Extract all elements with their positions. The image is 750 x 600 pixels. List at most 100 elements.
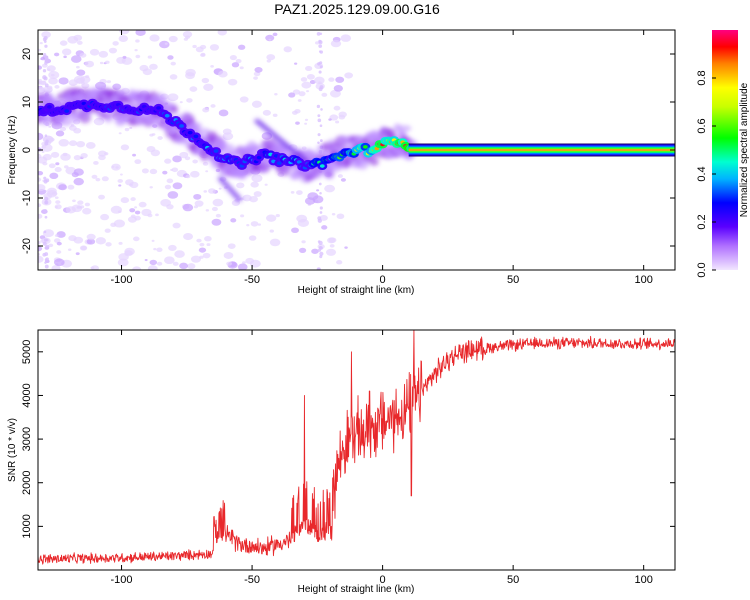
colorbar-ticks: 0.0 0.2 0.4 0.6 0.8 <box>696 70 716 278</box>
spectrogram-noise-dot <box>262 109 272 116</box>
snr-marks <box>38 330 675 565</box>
spectrogram-halo-blob <box>397 125 412 132</box>
spectrogram-streak-dot <box>317 141 320 144</box>
spectrogram-noise-dot <box>212 198 224 207</box>
spectrogram-noise-dot <box>130 197 136 201</box>
spectrogram-noise-dot <box>301 81 312 89</box>
spectrogram-noise-dot <box>53 238 61 243</box>
spectrogram-noise-dot <box>106 80 112 84</box>
spectrogram-noise-dot <box>185 174 191 179</box>
spectrogram-noise-dot <box>294 62 298 65</box>
snr-x-tick-label: -50 <box>244 574 260 586</box>
spectrogram-noise-dot <box>130 214 136 218</box>
spectrogram-noise-dot <box>51 265 61 270</box>
spectrogram-noise-dot <box>38 79 43 82</box>
spectrogram-noise-dot <box>187 263 196 270</box>
spectrogram-noise-dot <box>269 238 281 247</box>
spectrogram-noise-dot <box>306 90 310 93</box>
spectrogram-noise-dot <box>210 65 214 68</box>
spectrogram-y-axis: -20 -10 0 10 20 <box>21 48 675 254</box>
spectrogram-noise-dot <box>105 60 110 64</box>
spectrogram-noise-dot <box>69 125 77 131</box>
spectrogram-streak-dot <box>43 176 47 180</box>
spectrogram-noise-dot <box>294 108 301 114</box>
spectrogram-noise-dot <box>108 47 118 54</box>
spectrogram-noise-dot <box>56 231 66 238</box>
spectrogram-noise-dot <box>73 177 84 186</box>
spectrogram-streak-dot <box>319 139 323 142</box>
spectrogram-noise-dot <box>73 236 84 244</box>
spectrogram-noise-dot <box>84 60 95 68</box>
spectrogram-noise-dot <box>98 50 109 58</box>
spectrogram-ridge-peak <box>47 105 52 109</box>
spectrogram-noise-dot <box>172 261 179 266</box>
spectrogram-noise-dot <box>47 187 57 195</box>
spectrogram-noise-dot <box>195 46 204 53</box>
spectrogram-noise-dot <box>230 218 237 223</box>
spectrogram-noise-dot <box>38 255 44 263</box>
spectrogram-noise-dot <box>48 71 60 79</box>
spectrogram-noise-dot <box>251 100 262 108</box>
spectrogram-noise-dot <box>304 122 308 125</box>
spectrogram-streak-dot <box>318 87 323 92</box>
spectrogram-halo-blob <box>188 121 202 131</box>
snr-x-axis: -100 -50 0 50 100 <box>111 330 653 586</box>
spectrogram-halo-blob <box>170 105 179 114</box>
spectrogram-noise-dot <box>38 170 44 176</box>
spectrogram-noise-dot <box>312 195 324 204</box>
spectrogram-noise-dot <box>328 118 332 121</box>
spectrogram-noise-dot <box>75 252 80 256</box>
spectrogram-noise-dot <box>118 241 123 245</box>
spectrogram-halo-blob <box>104 112 113 123</box>
spectrogram-streak-dot <box>44 196 49 201</box>
colorbar-tick-label: 0.6 <box>696 118 708 133</box>
spectrogram-noise-dot <box>163 256 175 265</box>
spectrogram-noise-dot <box>297 99 302 102</box>
spectrogram-noise-dot <box>274 92 278 96</box>
spectrogram-noise-dot <box>157 136 163 140</box>
spectrogram-streak-dot <box>44 215 48 219</box>
spectrogram-streak-dot <box>319 211 323 214</box>
spectrogram-noise-dot <box>132 153 137 157</box>
spectrogram-noise-dot <box>250 221 259 227</box>
spectrogram-noise-dot <box>55 130 65 137</box>
spectrogram-noise-dot <box>62 152 68 157</box>
spectrogram-noise-dot <box>292 89 301 95</box>
spectrogram-noise-dot <box>54 206 58 209</box>
spectrogram-noise-dot <box>265 34 275 42</box>
spectrogram-noise-dot <box>76 69 86 76</box>
spectrogram-streak-dot <box>319 206 323 210</box>
spectrogram-noise-dot <box>135 39 140 43</box>
spectrogram-streak-dot <box>318 39 322 43</box>
spectrogram-noise-dot <box>257 223 261 226</box>
spectrogram-streak-dot <box>316 267 321 270</box>
spectrogram-noise-dot <box>105 242 112 247</box>
spectrogram-streak-dot <box>44 200 49 205</box>
spectrogram-streak-dot <box>317 218 322 223</box>
spectrogram-noise-dot <box>340 178 346 182</box>
spectrogram-noise-dot <box>134 206 138 209</box>
spectrogram-noise-dot <box>242 261 246 265</box>
spectrogram-noise-dot <box>63 55 67 59</box>
spectrogram-noise-dot <box>229 54 237 61</box>
spectrogram-noise-dot <box>327 237 336 244</box>
spectrogram-noise-dot <box>79 52 87 58</box>
spectrogram-noise-dot <box>179 151 189 159</box>
spectrogram-noise-dot <box>144 258 148 262</box>
spectrogram-streak-dot <box>320 108 323 111</box>
spectrogram-noise-dot <box>159 40 170 49</box>
spectrogram-noise-dot <box>112 41 119 46</box>
spectrogram-noise-dot <box>222 128 232 135</box>
spectrogram-noise-dot <box>82 207 92 215</box>
spectrogram-noise-dot <box>118 184 122 187</box>
spectrogram-noise-dot <box>134 159 142 165</box>
spectrogram-noise-dot <box>73 155 81 161</box>
snr-y-axis-label: SNR (10 * v/v) <box>7 418 18 482</box>
spectrogram-noise-dot <box>39 42 43 45</box>
spectrogram-noise-dot <box>336 260 343 265</box>
spectrogram-noise-dot <box>86 238 96 245</box>
spectrogram-noise-dot <box>192 159 198 164</box>
spectrogram-streak-dot <box>43 36 48 41</box>
spectrogram-noise-dot <box>56 250 62 254</box>
